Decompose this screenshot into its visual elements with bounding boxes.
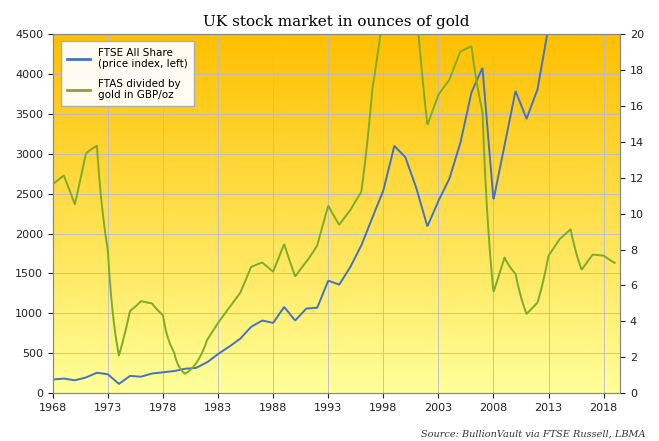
Text: Source: BullionVault via FTSE Russell, LBMA: Source: BullionVault via FTSE Russell, L… (421, 430, 646, 439)
Legend: FTSE All Share
(price index, left), FTAS divided by
gold in GBP/oz: FTSE All Share (price index, left), FTAS… (61, 41, 194, 106)
Title: UK stock market in ounces of gold: UK stock market in ounces of gold (203, 15, 470, 29)
